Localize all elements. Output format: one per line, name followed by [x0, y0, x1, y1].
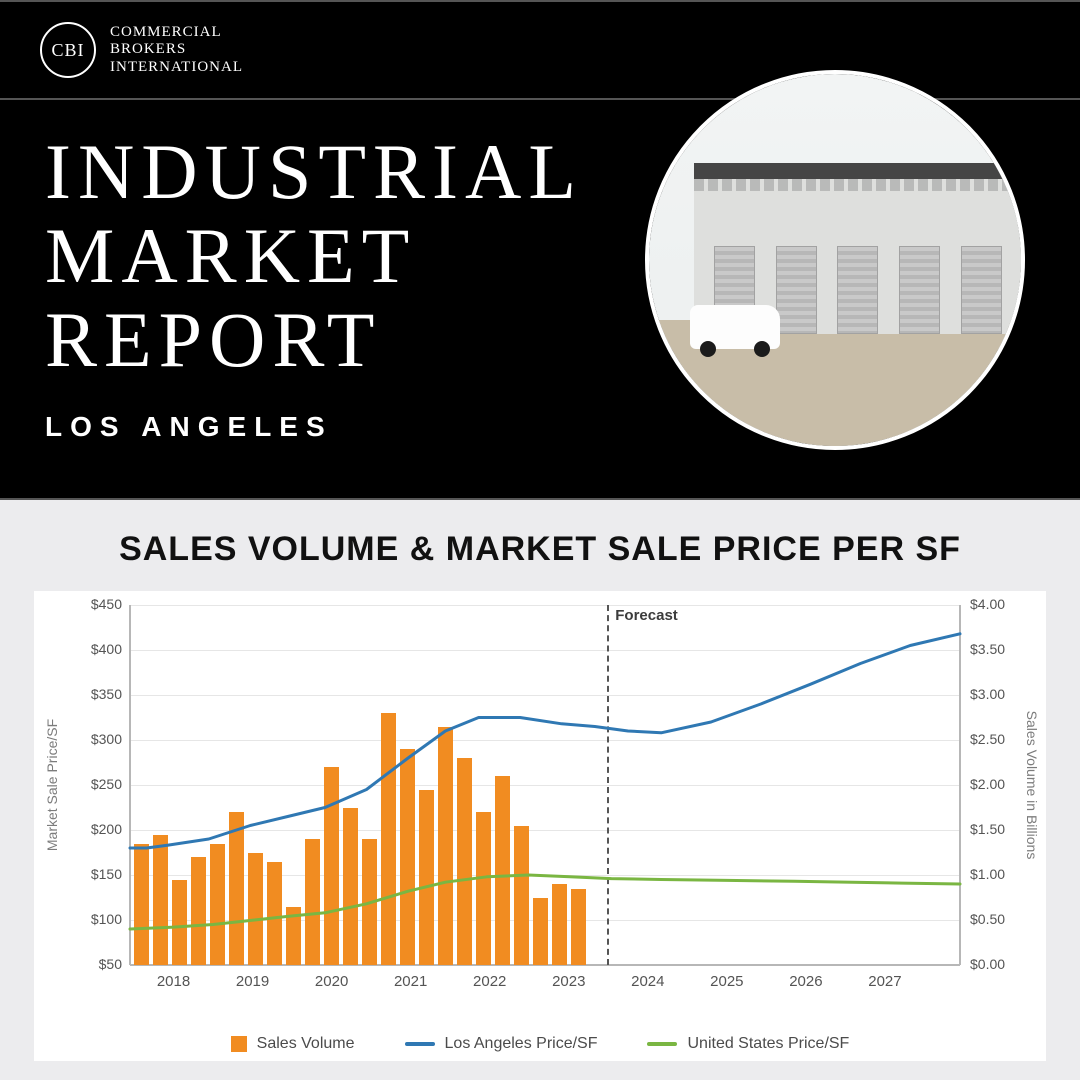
logo-line2: BROKERS: [110, 41, 243, 58]
title-line-1: INDUSTRIAL: [45, 130, 583, 214]
legend-item: Sales Volume: [231, 1035, 355, 1053]
x-year-tick: 2024: [631, 973, 664, 990]
legend-label: Sales Volume: [257, 1035, 355, 1053]
chart-lines: [130, 605, 960, 965]
title-line-2: MARKET: [45, 214, 583, 298]
x-year-tick: 2020: [315, 973, 348, 990]
page-title: INDUSTRIAL MARKET REPORT LOS ANGELES: [45, 130, 583, 443]
x-year-tick: 2026: [789, 973, 822, 990]
logo: CBI COMMERCIAL BROKERS INTERNATIONAL: [40, 22, 243, 78]
y-right-tick: $1.00: [970, 866, 1005, 882]
legend-swatch: [647, 1042, 677, 1046]
title-line-3: REPORT: [45, 298, 583, 382]
y-right-tick: $2.50: [970, 731, 1005, 747]
title-region: INDUSTRIAL MARKET REPORT LOS ANGELES: [0, 100, 1080, 500]
y-left-tick: $350: [76, 686, 122, 702]
logo-text: COMMERCIAL BROKERS INTERNATIONAL: [110, 24, 243, 76]
y-right-tick: $4.00: [970, 596, 1005, 612]
chart-panel: SALES VOLUME & MARKET SALE PRICE PER SF …: [0, 500, 1080, 1080]
hero-image-warehouse: [645, 70, 1025, 450]
y-left-tick: $50: [76, 956, 122, 972]
chart-plot-area: $50$100$150$200$250$300$350$400$450$0.00…: [130, 605, 960, 965]
x-year-tick: 2023: [552, 973, 585, 990]
x-year-tick: 2021: [394, 973, 427, 990]
page-subtitle: LOS ANGELES: [45, 411, 583, 443]
y-right-tick: $3.50: [970, 641, 1005, 657]
y-right-tick: $0.00: [970, 956, 1005, 972]
x-year-tick: 2025: [710, 973, 743, 990]
y-axis-right-label: Sales Volume in Billions: [1024, 711, 1040, 860]
line-la-price-sf: [130, 634, 960, 848]
section-title: SALES VOLUME & MARKET SALE PRICE PER SF: [34, 530, 1046, 569]
line-us-price-sf: [130, 875, 960, 929]
y-right-tick: $2.00: [970, 776, 1005, 792]
x-year-tick: 2022: [473, 973, 506, 990]
x-year-tick: 2027: [868, 973, 901, 990]
y-right-tick: $0.50: [970, 911, 1005, 927]
y-left-tick: $400: [76, 641, 122, 657]
legend-item: Los Angeles Price/SF: [405, 1035, 598, 1053]
legend-swatch: [405, 1042, 435, 1046]
legend-label: Los Angeles Price/SF: [445, 1035, 598, 1053]
logo-line1: COMMERCIAL: [110, 24, 243, 41]
legend-item: United States Price/SF: [647, 1035, 849, 1053]
legend-label: United States Price/SF: [687, 1035, 849, 1053]
chart-legend: Sales Volume Los Angeles Price/SF United S…: [34, 1035, 1046, 1053]
chart-card: $50 $100 $150 $200 $250 $300 $350 $400 $450 $0.00…: [34, 591, 1046, 1061]
x-year-tick: 2019: [236, 973, 269, 990]
y-left-tick: $300: [76, 731, 122, 747]
x-year-tick: 2018: [157, 973, 190, 990]
y-left-tick: $200: [76, 821, 122, 837]
y-axis-left-label: Market Sale Price/SF: [44, 719, 60, 851]
legend-swatch: [231, 1036, 247, 1052]
y-left-tick: $450: [76, 596, 122, 612]
y-left-tick: $100: [76, 911, 122, 927]
y-right-tick: $3.00: [970, 686, 1005, 702]
y-left-tick: $250: [76, 776, 122, 792]
logo-line3: INTERNATIONAL: [110, 59, 243, 76]
y-right-tick: $1.50: [970, 821, 1005, 837]
logo-circle: CBI: [40, 22, 96, 78]
y-left-tick: $150: [76, 866, 122, 882]
